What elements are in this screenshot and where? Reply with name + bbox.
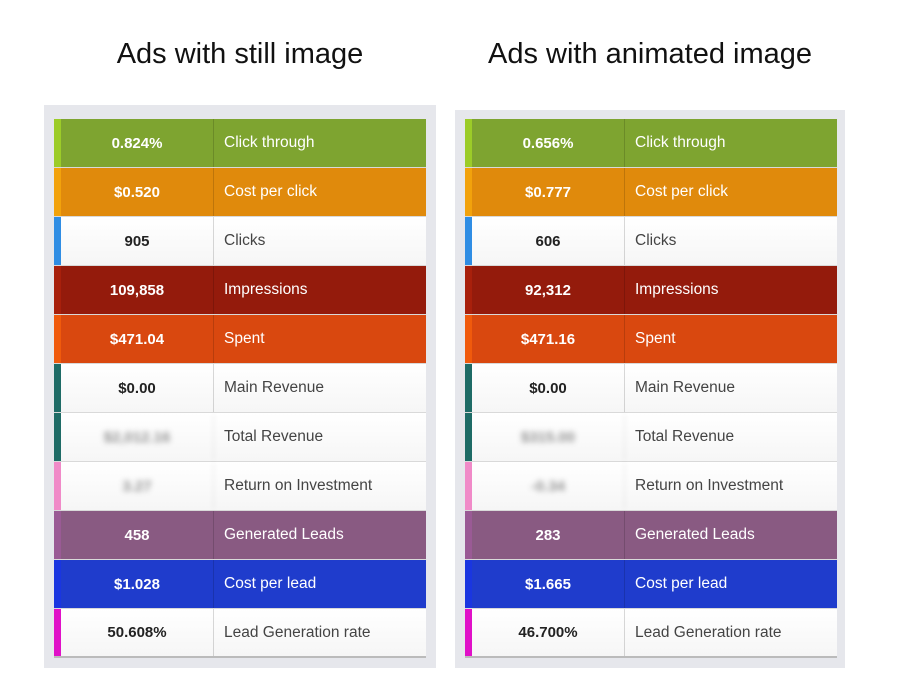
metric-value: $315.00 xyxy=(472,413,625,461)
metric-color-accent xyxy=(54,217,61,265)
metric-row: $0.777 Cost per click xyxy=(465,168,837,217)
metric-row: $471.16 Spent xyxy=(465,315,837,364)
metric-row: 46.700% Lead Generation rate xyxy=(465,609,837,658)
metric-value: 905 xyxy=(61,217,214,265)
metric-row: 92,312 Impressions xyxy=(465,266,837,315)
metric-color-accent xyxy=(465,560,472,608)
metric-color-accent xyxy=(465,511,472,559)
metric-value: 606 xyxy=(472,217,625,265)
metric-label: Lead Generation rate xyxy=(635,623,782,641)
metric-color-accent xyxy=(54,511,61,559)
metric-value: 0.656% xyxy=(472,119,625,167)
metric-value: 283 xyxy=(472,511,625,559)
metric-label: Cost per lead xyxy=(635,575,728,592)
metric-label: Cost per click xyxy=(224,183,318,200)
metric-value: -0.34 xyxy=(472,462,625,510)
metric-label: Generated Leads xyxy=(635,526,755,543)
still-image-title: Ads with still image xyxy=(116,38,364,70)
metric-value: $471.04 xyxy=(61,315,214,363)
animated-image-metrics-list: 0.656% Click through $0.777 Cost per click 6… xyxy=(465,119,837,658)
metric-value: 0.824% xyxy=(61,119,214,167)
metric-row: 3.27 Return on Investment xyxy=(54,462,426,511)
metric-row: 283 Generated Leads xyxy=(465,511,837,560)
metric-color-accent xyxy=(54,315,61,363)
metric-row: $2,012.16 Total Revenue xyxy=(54,413,426,462)
metric-value: 3.27 xyxy=(61,462,214,510)
metric-value: $2,012.16 xyxy=(61,413,214,461)
metric-color-accent xyxy=(54,413,61,461)
metric-row: -0.34 Return on Investment xyxy=(465,462,837,511)
animated-image-title: Ads with animated image xyxy=(488,38,812,70)
metric-row: $1.665 Cost per lead xyxy=(465,560,837,609)
metric-label: Return on Investment xyxy=(635,477,784,494)
metric-label: Return on Investment xyxy=(224,477,373,494)
metric-row: 0.656% Click through xyxy=(465,119,837,168)
metric-label: Total Revenue xyxy=(224,428,324,445)
metric-color-accent xyxy=(465,609,472,656)
animated-image-metrics-panel: 0.656% Click through $0.777 Cost per click 6… xyxy=(455,110,845,668)
metric-label: Cost per lead xyxy=(224,575,317,592)
metric-row: 109,858 Impressions xyxy=(54,266,426,315)
metric-label: Generated Leads xyxy=(224,526,344,543)
metric-label: Impressions xyxy=(224,281,308,298)
metric-color-accent xyxy=(54,560,61,608)
metric-color-accent xyxy=(54,364,61,412)
metric-label: Main Revenue xyxy=(224,379,324,396)
metric-value: 458 xyxy=(61,511,214,559)
metric-value: $0.00 xyxy=(472,364,625,412)
metric-label: Spent xyxy=(224,330,265,347)
metric-label: Click through xyxy=(635,134,726,151)
metric-color-accent xyxy=(465,315,472,363)
metric-label: Clicks xyxy=(224,232,266,249)
metric-label: Cost per click xyxy=(635,183,729,200)
metric-row: $315.00 Total Revenue xyxy=(465,413,837,462)
metric-row: 606 Clicks xyxy=(465,217,837,266)
metric-label: Lead Generation rate xyxy=(224,623,371,641)
metric-label: Total Revenue xyxy=(635,428,735,445)
still-image-metrics-panel: 0.824% Click through $0.520 Cost per click 9… xyxy=(44,105,436,668)
metric-row: 458 Generated Leads xyxy=(54,511,426,560)
metric-value: $0.520 xyxy=(61,168,214,216)
metric-color-accent xyxy=(54,266,61,314)
metric-value: 92,312 xyxy=(472,266,625,314)
metric-label: Impressions xyxy=(635,281,719,298)
metric-row: $1.028 Cost per lead xyxy=(54,560,426,609)
metric-label: Click through xyxy=(224,134,315,151)
metric-label: Spent xyxy=(635,330,676,347)
metric-color-accent xyxy=(465,364,472,412)
still-image-metrics-list: 0.824% Click through $0.520 Cost per click 9… xyxy=(54,119,426,658)
metric-row: 905 Clicks xyxy=(54,217,426,266)
metric-label: Clicks xyxy=(635,232,677,249)
metric-row: $0.520 Cost per click xyxy=(54,168,426,217)
metric-color-accent xyxy=(465,168,472,216)
metric-color-accent xyxy=(465,119,472,167)
metric-row: 50.608% Lead Generation rate xyxy=(54,609,426,658)
metric-value: $0.777 xyxy=(472,168,625,216)
metric-color-accent xyxy=(465,413,472,461)
metric-row: $0.00 Main Revenue xyxy=(54,364,426,413)
metric-color-accent xyxy=(54,168,61,216)
metric-color-accent xyxy=(465,462,472,510)
metric-color-accent xyxy=(54,462,61,510)
metric-row: 0.824% Click through xyxy=(54,119,426,168)
metric-color-accent xyxy=(54,609,61,656)
metric-value: $471.16 xyxy=(472,315,625,363)
metric-label: Main Revenue xyxy=(635,379,735,396)
metric-value: 109,858 xyxy=(61,266,214,314)
metric-value: 50.608% xyxy=(61,609,214,656)
metric-color-accent xyxy=(465,217,472,265)
metric-value: 46.700% xyxy=(472,609,625,656)
metric-row: $0.00 Main Revenue xyxy=(465,364,837,413)
metric-row: $471.04 Spent xyxy=(54,315,426,364)
metric-value: $1.028 xyxy=(61,560,214,608)
metric-color-accent xyxy=(54,119,61,167)
metric-color-accent xyxy=(465,266,472,314)
metric-value: $0.00 xyxy=(61,364,214,412)
metric-value: $1.665 xyxy=(472,560,625,608)
